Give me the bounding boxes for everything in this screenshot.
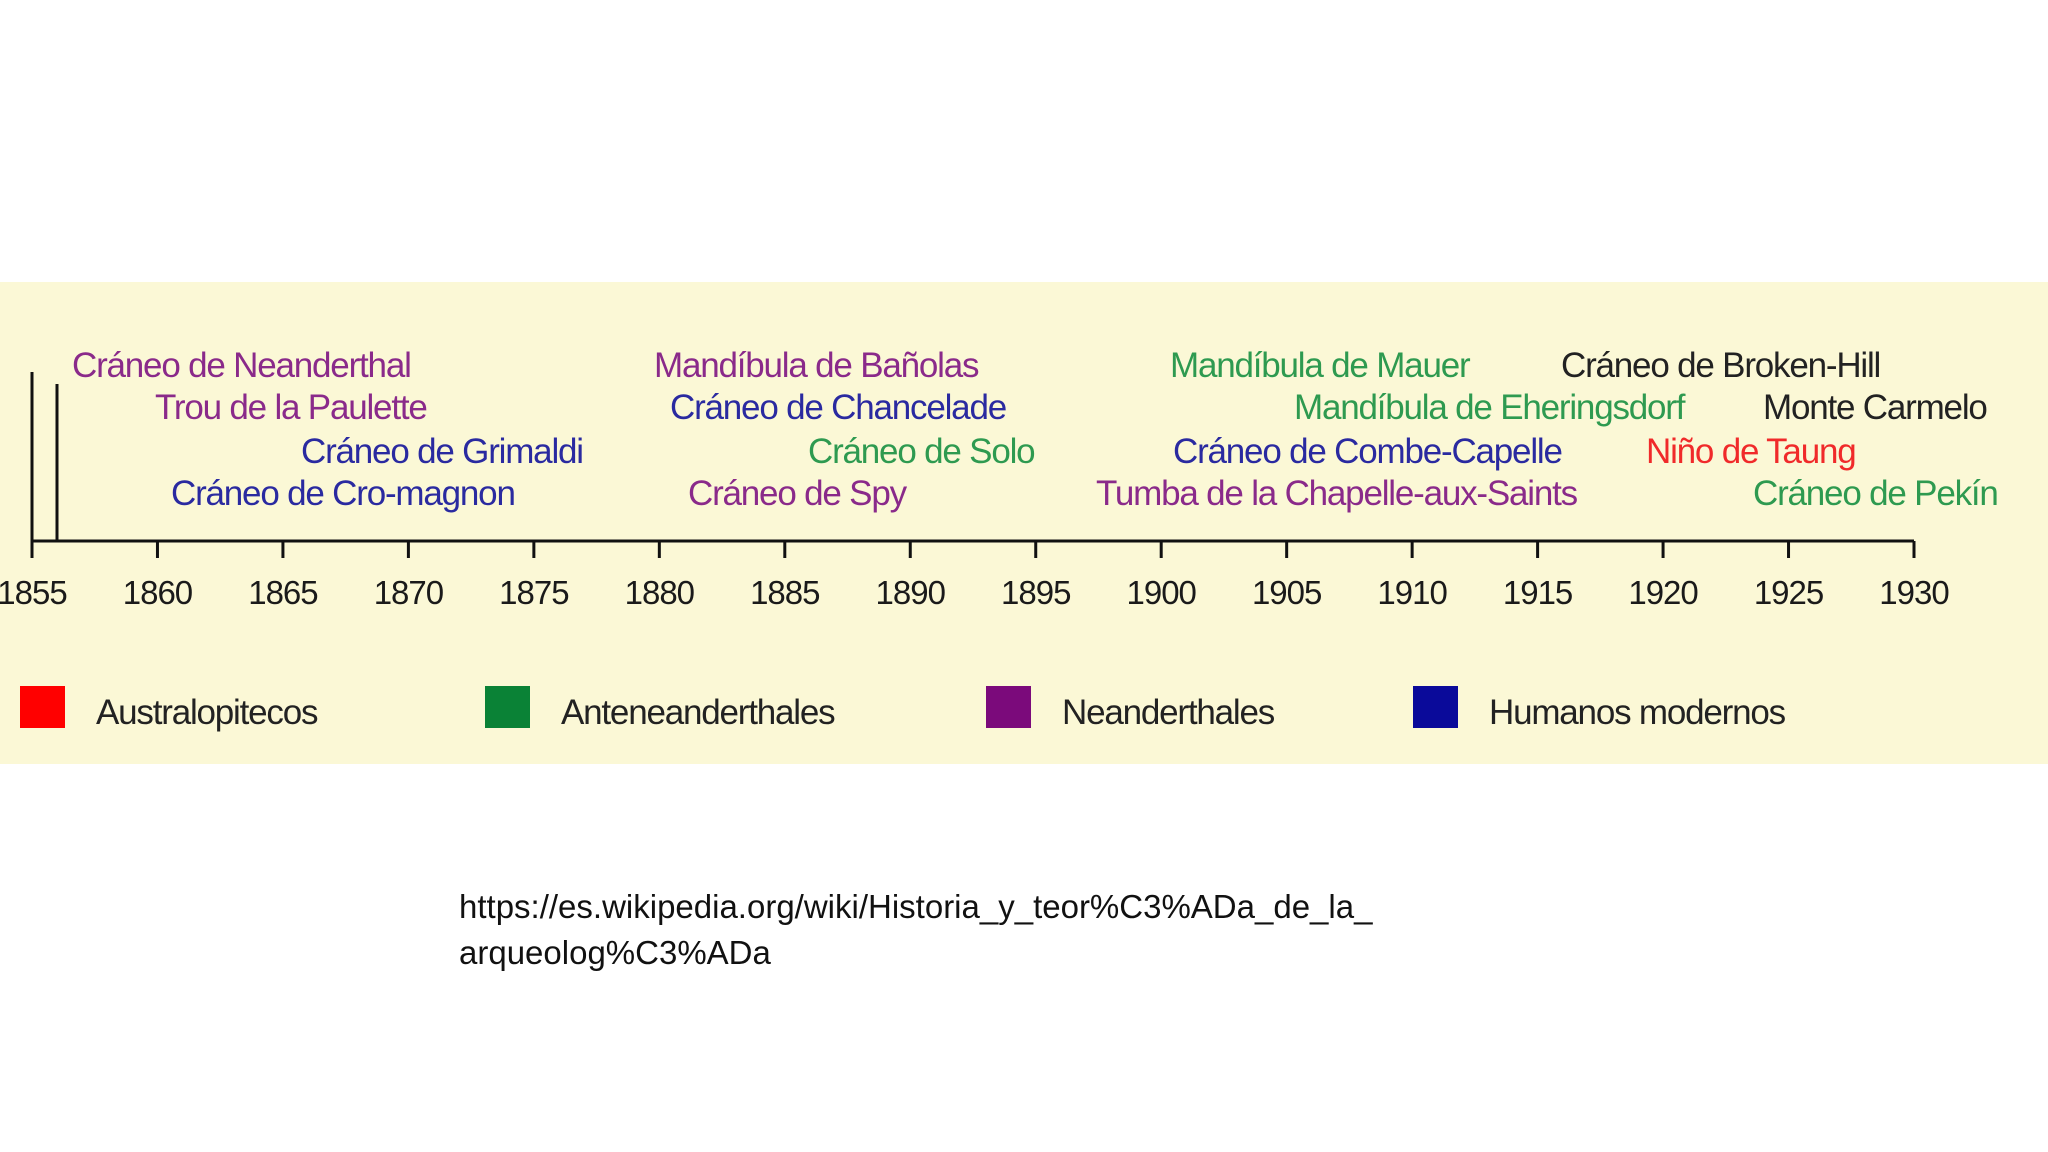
event-label: Cráneo de Combe-Capelle [1173,432,1562,471]
tick-label-1890: 1890 [876,574,946,611]
tick-label-1925: 1925 [1754,574,1823,611]
timeline-axis: 1855 1860 1865 1870 1875 1880 1885 1890 1895 1900… [0,372,1950,611]
tick-label-1880: 1880 [625,574,695,611]
tick-label-1870: 1870 [374,574,444,611]
legend-label: Australopitecos [96,693,318,732]
event-label: Tumba de la Chapelle-aux-Saints [1096,474,1578,513]
event-label: Mandíbula de Mauer [1170,346,1471,385]
tick-label-1875: 1875 [499,574,568,611]
tick-label-1910: 1910 [1377,574,1447,611]
event-label: Cráneo de Pekín [1753,474,1998,513]
legend-label: Neanderthales [1062,693,1275,732]
legend-swatch [986,686,1031,728]
tick-label-1895: 1895 [1001,574,1070,611]
legend-swatch [485,686,530,728]
tick-label-1900: 1900 [1126,574,1196,611]
event-label: Mandíbula de Bañolas [654,346,979,385]
tick-label-1885: 1885 [750,574,819,611]
legend-swatch [1413,686,1458,728]
event-label: Cráneo de Cro-magnon [171,474,515,513]
source-url-line-1[interactable]: https://es.wikipedia.org/wiki/Historia_y… [459,888,1373,925]
tick-label-1915: 1915 [1503,574,1572,611]
tick-label-1860: 1860 [123,574,193,611]
legend-label: Anteneanderthales [561,693,835,732]
legend-label: Humanos modernos [1489,693,1786,732]
legend: Australopitecos Anteneanderthales Neandert… [20,686,1787,732]
tick-label-1905: 1905 [1252,574,1321,611]
tick-label-1930: 1930 [1879,574,1949,611]
event-label: Monte Carmelo [1763,388,1987,427]
event-label: Cráneo de Chancelade [670,388,1006,427]
source-url[interactable]: https://es.wikipedia.org/wiki/Historia_y… [459,884,1559,976]
event-label: Cráneo de Spy [688,474,908,513]
legend-swatch [20,686,65,728]
event-label: Cráneo de Neanderthal [72,346,411,385]
event-label: Cráneo de Solo [808,432,1034,471]
tick-label-1920: 1920 [1628,574,1698,611]
tick-label-1855: 1855 [0,574,67,611]
event-label: Niño de Taung [1646,432,1856,471]
tick-label-1865: 1865 [248,574,317,611]
event-label: Cráneo de Grimaldi [301,432,583,471]
event-label: Cráneo de Broken-Hill [1561,346,1880,385]
event-label: Trou de la Paulette [155,388,427,427]
source-url-line-2[interactable]: arqueolog%C3%ADa [459,934,771,971]
event-label: Mandíbula de Eheringsdorf [1294,388,1686,427]
timeline-panel: Cráneo de Neanderthal Trou de la Paulette… [0,282,2048,764]
